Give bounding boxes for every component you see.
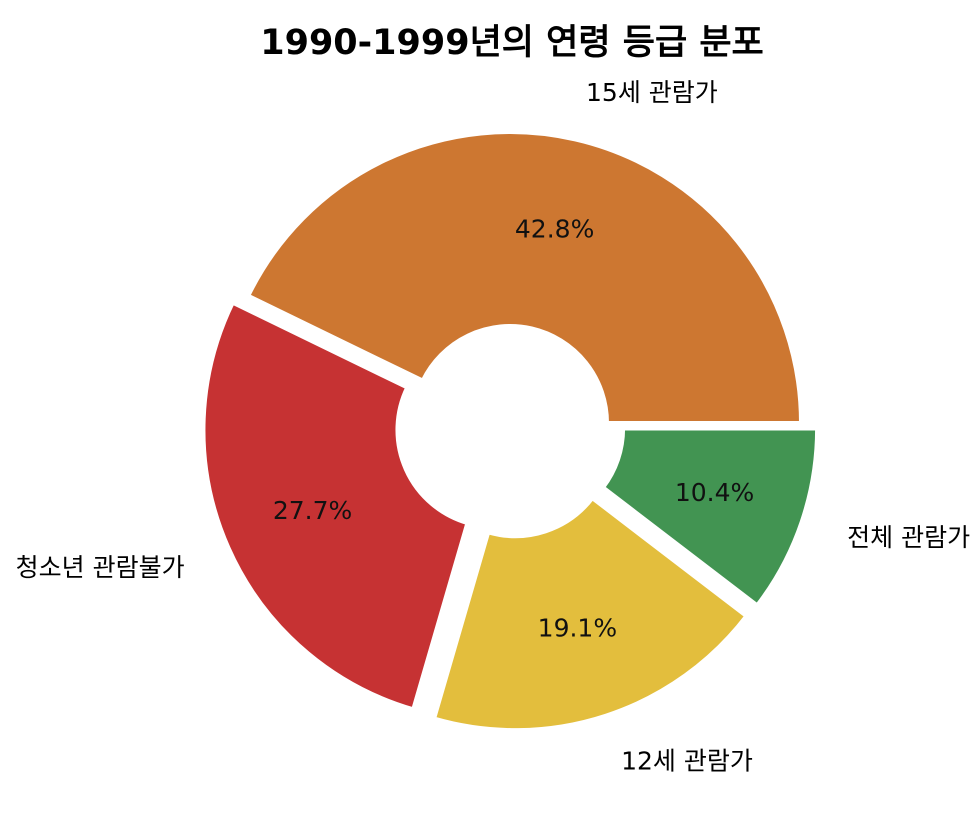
slice-2-wedge — [201, 300, 470, 712]
slice-4-category-label: 전체 관람가 — [847, 523, 970, 552]
slice-4-percent-label: 10.4% — [675, 478, 754, 507]
slice-3-wedge — [431, 495, 750, 733]
slice-1-category-label: 15세 관람가 — [586, 78, 718, 107]
slices-group — [201, 130, 820, 733]
slice-1-percent-label: 42.8% — [515, 215, 594, 244]
slice-4-wedge — [600, 426, 820, 609]
slice-1-wedge — [245, 130, 804, 425]
labels-group: 42.8% 15세 관람가 27.7% 청소년 관람불가 19.1% 12세 관람가 10.… — [16, 78, 970, 776]
slice-3-percent-label: 19.1% — [538, 614, 617, 643]
slice-3-category-label: 12세 관람가 — [621, 747, 753, 776]
chart-title: 1990-1999년의 연령 등급 분포 — [260, 23, 764, 63]
slice-2-category-label: 청소년 관람불가 — [16, 553, 185, 582]
slice-2-percent-label: 27.7% — [273, 496, 352, 525]
